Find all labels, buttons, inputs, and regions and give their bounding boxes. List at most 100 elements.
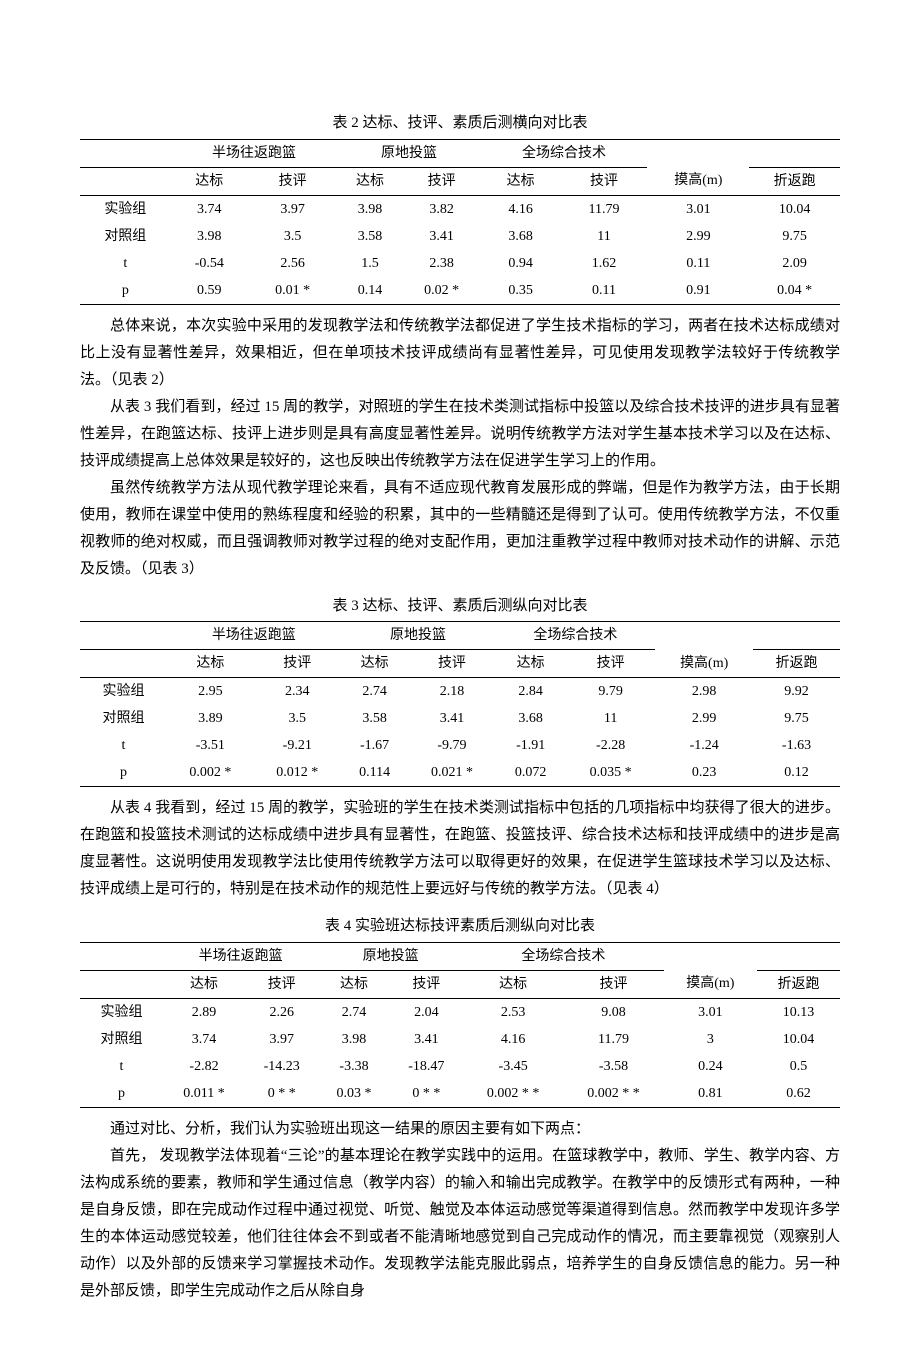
table3-cell: -1.67 [341, 732, 409, 759]
table3-cell: 9.75 [753, 705, 840, 732]
table4: 半场往返跑篮 原地投篮 全场综合技术 达标 技评 达标 技评 达标 技评 摸高(… [80, 942, 840, 1108]
table-row: 对照组 3.98 3.5 3.58 3.41 3.68 11 2.99 9.75 [80, 223, 840, 250]
table4-cell: 3 [664, 1026, 757, 1053]
table3-cell: 3.58 [341, 705, 409, 732]
table3-cell: 9.92 [753, 678, 840, 706]
table4-cell: 0.011 * [163, 1080, 245, 1108]
table3-cell: 2.98 [655, 678, 753, 706]
table3-cell: 0.012 * [254, 759, 341, 787]
table4-cell: 10.13 [757, 998, 840, 1026]
table4-cell: 0 * * [245, 1080, 318, 1108]
table2-cell: 3.01 [647, 195, 749, 223]
table4-cell: -3.58 [563, 1053, 663, 1080]
table3-cell: 0.035 * [566, 759, 655, 787]
table3-cell: 2.99 [655, 705, 753, 732]
table4-cell: 2.26 [245, 998, 318, 1026]
table3-cell: 3.41 [408, 705, 495, 732]
table-row: p 0.002 * 0.012 * 0.114 0.021 * 0.072 0.… [80, 759, 840, 787]
table2-cell: 3.74 [171, 195, 248, 223]
table4-cell: 2.74 [318, 998, 389, 1026]
table3-sub-1: 技评 [254, 650, 341, 678]
table4-sub-1: 技评 [245, 970, 318, 998]
table4-sub-3: 技评 [390, 970, 463, 998]
table2-cell: 1.62 [561, 250, 648, 277]
table3-cell: 0.23 [655, 759, 753, 787]
table2-cell: 3.5 [248, 223, 337, 250]
table2-cell: 0.02 * [403, 277, 481, 305]
table4-rowlabel-1: 对照组 [80, 1026, 163, 1053]
paragraph-5: 通过对比、分析，我们认为实验班出现这一结果的原因主要有如下两点： [80, 1116, 840, 1143]
table2-sub-2: 达标 [337, 167, 402, 195]
table3-cell: 3.68 [495, 705, 566, 732]
table3-sub-blank [80, 650, 167, 678]
table3-group-2: 全场综合技术 [495, 622, 655, 650]
table3-cell: -9.21 [254, 732, 341, 759]
table4-group-1: 原地投篮 [318, 942, 463, 970]
table4-title: 表 4 实验班达标技评素质后测纵向对比表 [80, 915, 840, 938]
table4-cell: 3.74 [163, 1026, 245, 1053]
table4-cell: -3.38 [318, 1053, 389, 1080]
table2-cell: 3.98 [171, 223, 248, 250]
table3-sub-2: 达标 [341, 650, 409, 678]
table-row: t -3.51 -9.21 -1.67 -9.79 -1.91 -2.28 -1… [80, 732, 840, 759]
table4-rowlabel-2: t [80, 1053, 163, 1080]
table2-rowlabel-1: 对照组 [80, 223, 171, 250]
table4-sub-0: 达标 [163, 970, 245, 998]
table3-sub-3: 技评 [408, 650, 495, 678]
paragraph-3: 虽然传统教学方法从现代教学理论来看，具有不适应现代教育发展形成的弊端，但是作为教… [80, 475, 840, 583]
table4-sub-5: 技评 [563, 970, 663, 998]
table2-title: 表 2 达标、技评、素质后测横向对比表 [80, 112, 840, 135]
table3-rowlabel-3: p [80, 759, 167, 787]
table2-cell: 0.59 [171, 277, 248, 305]
table2-cell: 9.75 [749, 223, 840, 250]
table3-sub-0: 达标 [167, 650, 254, 678]
table3-cell: -1.63 [753, 732, 840, 759]
table-row: t -0.54 2.56 1.5 2.38 0.94 1.62 0.11 2.0… [80, 250, 840, 277]
table2-cell: 0.11 [561, 277, 648, 305]
table3-cell: 11 [566, 705, 655, 732]
table3-cell: 0.021 * [408, 759, 495, 787]
table3-sub-5: 技评 [566, 650, 655, 678]
table2-corner [80, 139, 171, 167]
paragraph-6: 首先， 发现教学法体现着“三论”的基本理论在教学实践中的运用。在篮球教学中，教师… [80, 1143, 840, 1305]
table-row: 实验组 3.74 3.97 3.98 3.82 4.16 11.79 3.01 … [80, 195, 840, 223]
table3-corner [80, 622, 167, 650]
table3-title: 表 3 达标、技评、素质后测纵向对比表 [80, 595, 840, 618]
table4-cell: -3.45 [463, 1053, 563, 1080]
table4-cell: 0.24 [664, 1053, 757, 1080]
table2-cell: 3.82 [403, 195, 481, 223]
table4-group-3 [664, 942, 757, 970]
table2-sub-3: 技评 [403, 167, 481, 195]
table-row: p 0.011 * 0 * * 0.03 * 0 * * 0.002 * * 0… [80, 1080, 840, 1108]
table4-sub-4: 达标 [463, 970, 563, 998]
table2-cell: 11.79 [561, 195, 648, 223]
table3-group-0: 半场往返跑篮 [167, 622, 341, 650]
table3-cell: 2.34 [254, 678, 341, 706]
table2-cell: 1.5 [337, 250, 402, 277]
table3-rowlabel-1: 对照组 [80, 705, 167, 732]
table2-rowlabel-2: t [80, 250, 171, 277]
table-row: 实验组 2.89 2.26 2.74 2.04 2.53 9.08 3.01 1… [80, 998, 840, 1026]
table2-cell: 3.58 [337, 223, 402, 250]
table3-cell: -9.79 [408, 732, 495, 759]
table3-cell: 0.12 [753, 759, 840, 787]
table-row: 实验组 2.95 2.34 2.74 2.18 2.84 9.79 2.98 9… [80, 678, 840, 706]
table4-group-2: 全场综合技术 [463, 942, 664, 970]
table4-cell: 9.08 [563, 998, 663, 1026]
table2-cell: 3.97 [248, 195, 337, 223]
table4-cell: 2.89 [163, 998, 245, 1026]
table2-cell: 0.04 * [749, 277, 840, 305]
table4-rowlabel-0: 实验组 [80, 998, 163, 1026]
table2-cell: 2.09 [749, 250, 840, 277]
table4-sub-2: 达标 [318, 970, 389, 998]
table2-cell: 3.68 [481, 223, 561, 250]
table4-corner [80, 942, 163, 970]
table2-sub-5: 技评 [561, 167, 648, 195]
table4-cell: 0.03 * [318, 1080, 389, 1108]
table3-sub-4: 达标 [495, 650, 566, 678]
table-row: 对照组 3.74 3.97 3.98 3.41 4.16 11.79 3 10.… [80, 1026, 840, 1053]
table2-cell: 10.04 [749, 195, 840, 223]
table2-cell: 0.91 [647, 277, 749, 305]
table3-group-4 [753, 622, 840, 650]
table4-cell: -2.82 [163, 1053, 245, 1080]
